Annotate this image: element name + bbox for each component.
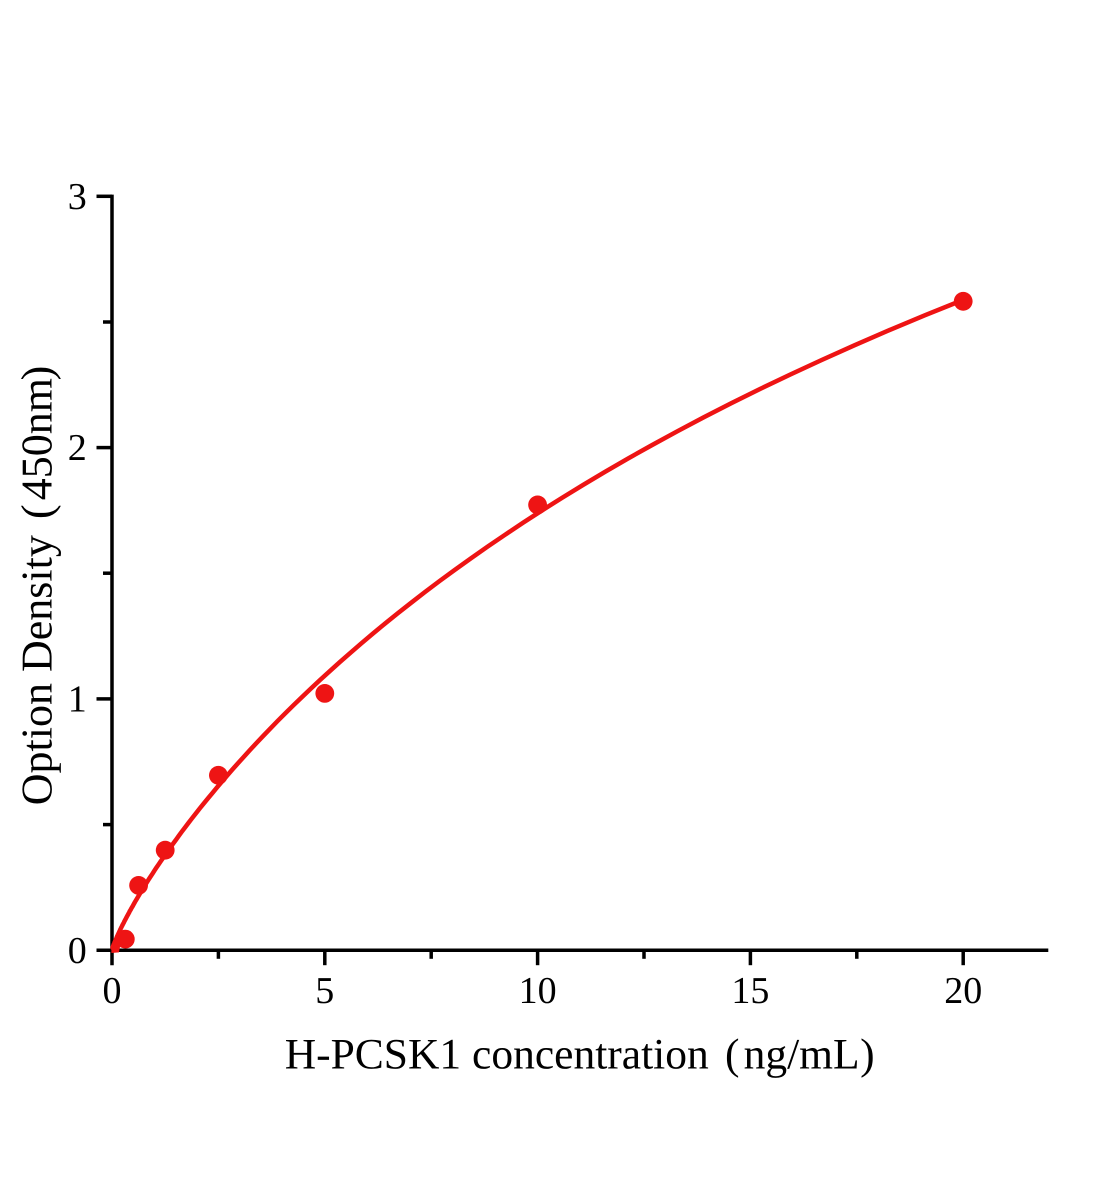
svg-text:0: 0 xyxy=(68,930,87,972)
svg-text:2: 2 xyxy=(68,427,87,469)
svg-text:3: 3 xyxy=(68,176,87,218)
svg-text:Option Density(450nm): Option Density(450nm) xyxy=(13,366,62,806)
svg-text:20: 20 xyxy=(944,970,982,1012)
svg-text:5: 5 xyxy=(315,970,334,1012)
svg-text:10: 10 xyxy=(519,970,557,1012)
svg-text:H-PCSK1 concentration(ng/mL): H-PCSK1 concentration (ng/mL) xyxy=(285,1031,875,1079)
svg-text:1: 1 xyxy=(68,679,87,721)
svg-text:15: 15 xyxy=(731,970,769,1012)
svg-text:0: 0 xyxy=(103,970,122,1012)
